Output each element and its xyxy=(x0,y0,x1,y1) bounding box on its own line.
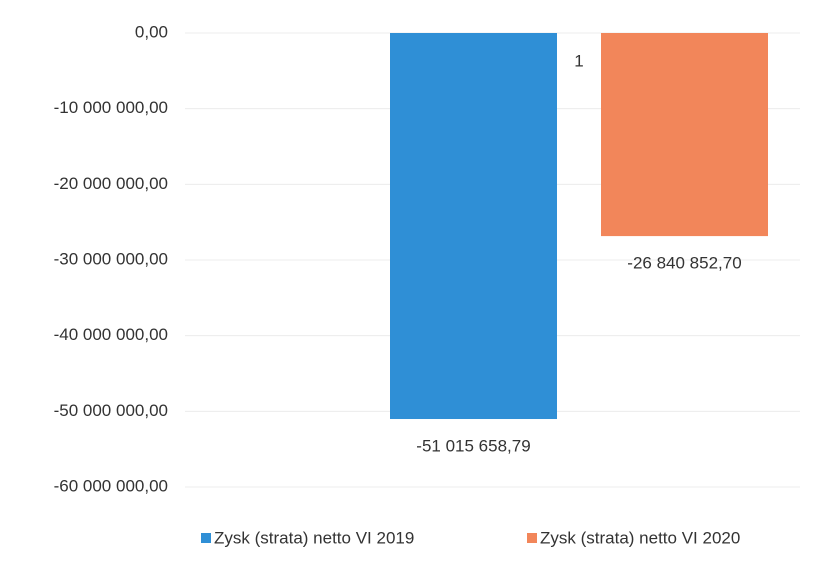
legend-swatch xyxy=(201,533,211,543)
y-tick-label: -40 000 000,00 xyxy=(54,325,168,344)
data-label: -26 840 852,70 xyxy=(627,254,741,273)
bar xyxy=(601,33,768,237)
y-tick-label: -30 000 000,00 xyxy=(54,249,168,268)
data-label: -51 015 658,79 xyxy=(416,437,530,456)
bar xyxy=(390,33,557,420)
y-tick-label: -10 000 000,00 xyxy=(54,98,168,117)
legend-label: Zysk (strata) netto VI 2019 xyxy=(214,528,414,547)
x-tick-label: 1 xyxy=(574,51,583,70)
y-tick-label: 0,00 xyxy=(135,22,168,41)
legend-label: Zysk (strata) netto VI 2020 xyxy=(540,528,740,547)
legend-swatch xyxy=(527,533,537,543)
y-tick-label: -20 000 000,00 xyxy=(54,174,168,193)
y-tick-label: -60 000 000,00 xyxy=(54,476,168,495)
y-tick-label: -50 000 000,00 xyxy=(54,401,168,420)
